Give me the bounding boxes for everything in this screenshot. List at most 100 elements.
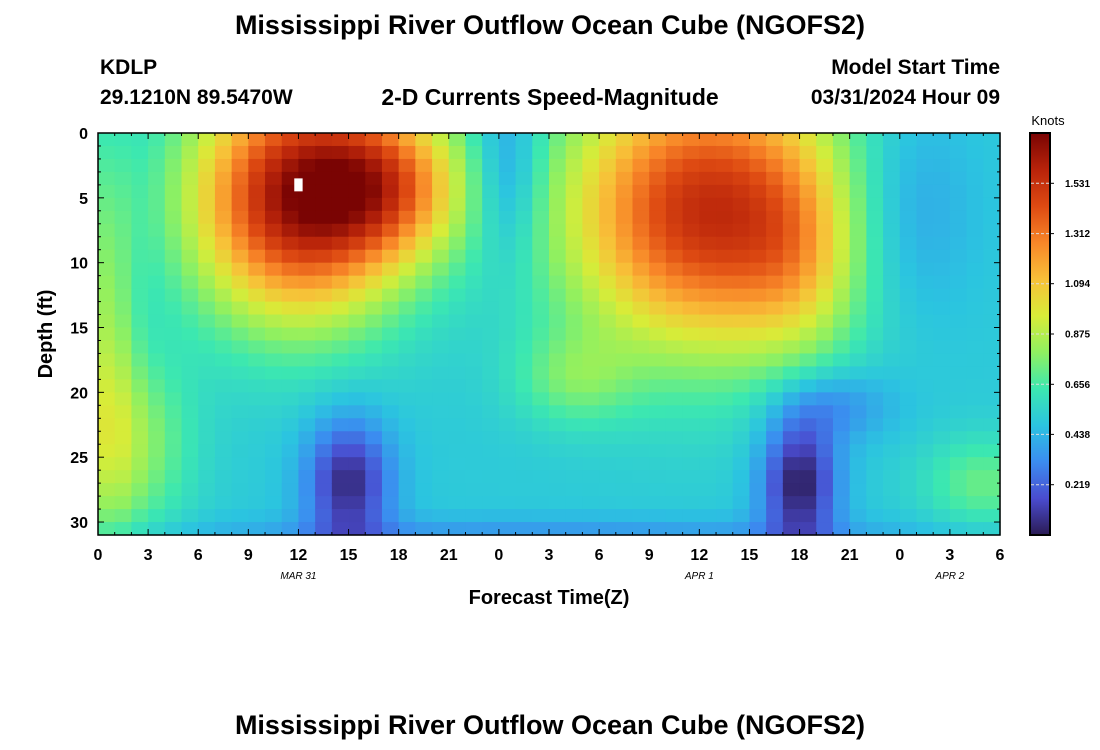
heatmap-cell bbox=[849, 366, 867, 380]
heatmap-cell bbox=[615, 418, 634, 432]
product-name: 2-D Currents Speed-Magnitude bbox=[381, 84, 719, 110]
heatmap-cell bbox=[949, 418, 968, 432]
heatmap-cell bbox=[281, 353, 300, 368]
heatmap-cell bbox=[432, 210, 450, 225]
heatmap-cell bbox=[632, 327, 650, 342]
heatmap-cell bbox=[315, 210, 333, 225]
heatmap-cell bbox=[248, 457, 266, 471]
heatmap-cell bbox=[331, 496, 350, 510]
heatmap-cell bbox=[465, 522, 483, 536]
heatmap-cell bbox=[465, 353, 483, 368]
heatmap-cell bbox=[716, 133, 734, 147]
heatmap-cell bbox=[515, 327, 533, 342]
heatmap-cell bbox=[315, 301, 333, 316]
heatmap-cell bbox=[482, 483, 500, 497]
heatmap-cell bbox=[348, 275, 366, 290]
heatmap-cell bbox=[816, 171, 834, 186]
heatmap-cell bbox=[348, 457, 366, 471]
heatmap-cell bbox=[883, 496, 901, 510]
heatmap-cell bbox=[716, 405, 734, 419]
day-label: APR 1 bbox=[684, 571, 714, 582]
heatmap-cell bbox=[448, 405, 467, 419]
heatmap-cell bbox=[933, 133, 951, 147]
heatmap-cell bbox=[782, 223, 801, 238]
heatmap-cell bbox=[281, 314, 300, 329]
heatmap-cell bbox=[231, 444, 249, 458]
heatmap-cell bbox=[348, 301, 366, 316]
heatmap-cell bbox=[866, 327, 884, 342]
heatmap-cell bbox=[933, 431, 951, 445]
heatmap-cell bbox=[632, 249, 650, 264]
heatmap-cell bbox=[248, 249, 266, 264]
heatmap-cell bbox=[148, 288, 166, 303]
heatmap-cell bbox=[432, 483, 450, 497]
heatmap-cell bbox=[348, 314, 366, 329]
heatmap-cell bbox=[148, 418, 166, 432]
heatmap-cell bbox=[866, 145, 884, 160]
heatmap-cell bbox=[181, 483, 199, 497]
heatmap-cell bbox=[866, 483, 884, 497]
heatmap-cell bbox=[716, 301, 734, 316]
heatmap-cell bbox=[114, 288, 132, 303]
heatmap-cell bbox=[649, 496, 667, 510]
x-tick-label: 12 bbox=[690, 547, 708, 564]
heatmap-cell bbox=[632, 262, 650, 277]
heatmap-cell bbox=[381, 405, 400, 419]
heatmap-cell bbox=[231, 353, 249, 368]
heatmap-cell bbox=[181, 275, 199, 290]
heatmap-cell bbox=[214, 223, 233, 238]
heatmap-cell bbox=[649, 353, 667, 368]
heatmap-cell bbox=[599, 171, 617, 186]
heatmap-cell bbox=[498, 133, 517, 147]
heatmap-cell bbox=[866, 249, 884, 264]
heatmap-cell bbox=[114, 457, 132, 471]
heatmap-cell bbox=[732, 431, 751, 445]
heatmap-cell bbox=[649, 431, 667, 445]
heatmap-cell bbox=[448, 457, 467, 471]
heatmap-cell bbox=[799, 379, 817, 393]
heatmap-cell bbox=[432, 444, 450, 458]
heatmap-cell bbox=[281, 457, 300, 471]
heatmap-cell bbox=[381, 197, 400, 212]
heatmap-cell bbox=[565, 184, 583, 199]
heatmap-cell bbox=[164, 392, 183, 406]
heatmap-cell bbox=[181, 249, 199, 264]
heatmap-cell bbox=[298, 509, 316, 523]
heatmap-cell bbox=[315, 522, 333, 536]
heatmap-cell bbox=[582, 275, 600, 290]
heatmap-cell bbox=[398, 366, 416, 380]
heatmap-cell bbox=[148, 171, 166, 186]
heatmap-cell bbox=[649, 379, 667, 393]
heatmap-cell bbox=[181, 133, 199, 147]
heatmap-cell bbox=[214, 158, 233, 173]
heatmap-cell bbox=[916, 249, 934, 264]
heatmap-cell bbox=[198, 522, 216, 536]
heatmap-cell bbox=[532, 405, 550, 419]
heatmap-cell bbox=[749, 171, 767, 186]
heatmap-cell bbox=[766, 210, 784, 225]
heatmap-cell bbox=[315, 327, 333, 342]
heatmap-cell bbox=[465, 158, 483, 173]
heatmap-cell bbox=[766, 522, 784, 536]
heatmap-cell bbox=[315, 418, 333, 432]
heatmap-cell bbox=[599, 262, 617, 277]
heatmap-cell bbox=[198, 366, 216, 380]
heatmap-cell bbox=[849, 184, 867, 199]
heatmap-cell bbox=[665, 145, 684, 160]
heatmap-cell bbox=[849, 249, 867, 264]
heatmap-cell bbox=[415, 496, 433, 510]
heatmap-cell bbox=[949, 353, 968, 368]
heatmap-cell bbox=[298, 379, 316, 393]
heatmap-cell bbox=[599, 470, 617, 484]
heatmap-cell bbox=[281, 223, 300, 238]
heatmap-cell bbox=[615, 353, 634, 368]
heatmap-cell bbox=[131, 275, 149, 290]
x-tick-label: 0 bbox=[895, 547, 904, 564]
heatmap-cell bbox=[899, 470, 918, 484]
heatmap-cell bbox=[331, 223, 350, 238]
x-axis-label: Forecast Time(Z) bbox=[469, 587, 630, 609]
heatmap-cell bbox=[849, 431, 867, 445]
heatmap-cell bbox=[766, 470, 784, 484]
heatmap-cell bbox=[315, 431, 333, 445]
heatmap-cell bbox=[949, 496, 968, 510]
